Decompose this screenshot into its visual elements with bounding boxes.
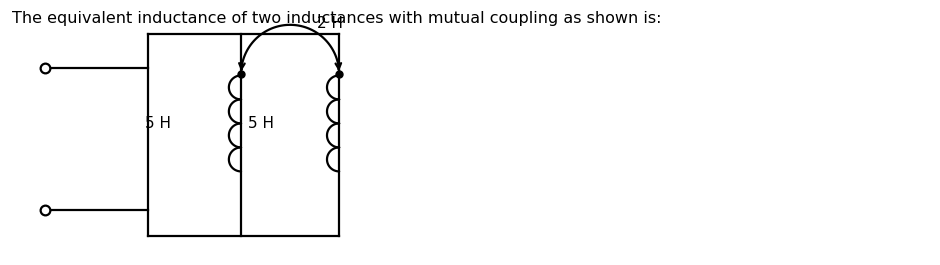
Text: 5 H: 5 H xyxy=(248,116,274,131)
Text: 2 H: 2 H xyxy=(317,16,343,31)
Text: The equivalent inductance of two inductances with mutual coupling as shown is:: The equivalent inductance of two inducta… xyxy=(12,11,662,25)
Text: 5 H: 5 H xyxy=(145,116,171,131)
